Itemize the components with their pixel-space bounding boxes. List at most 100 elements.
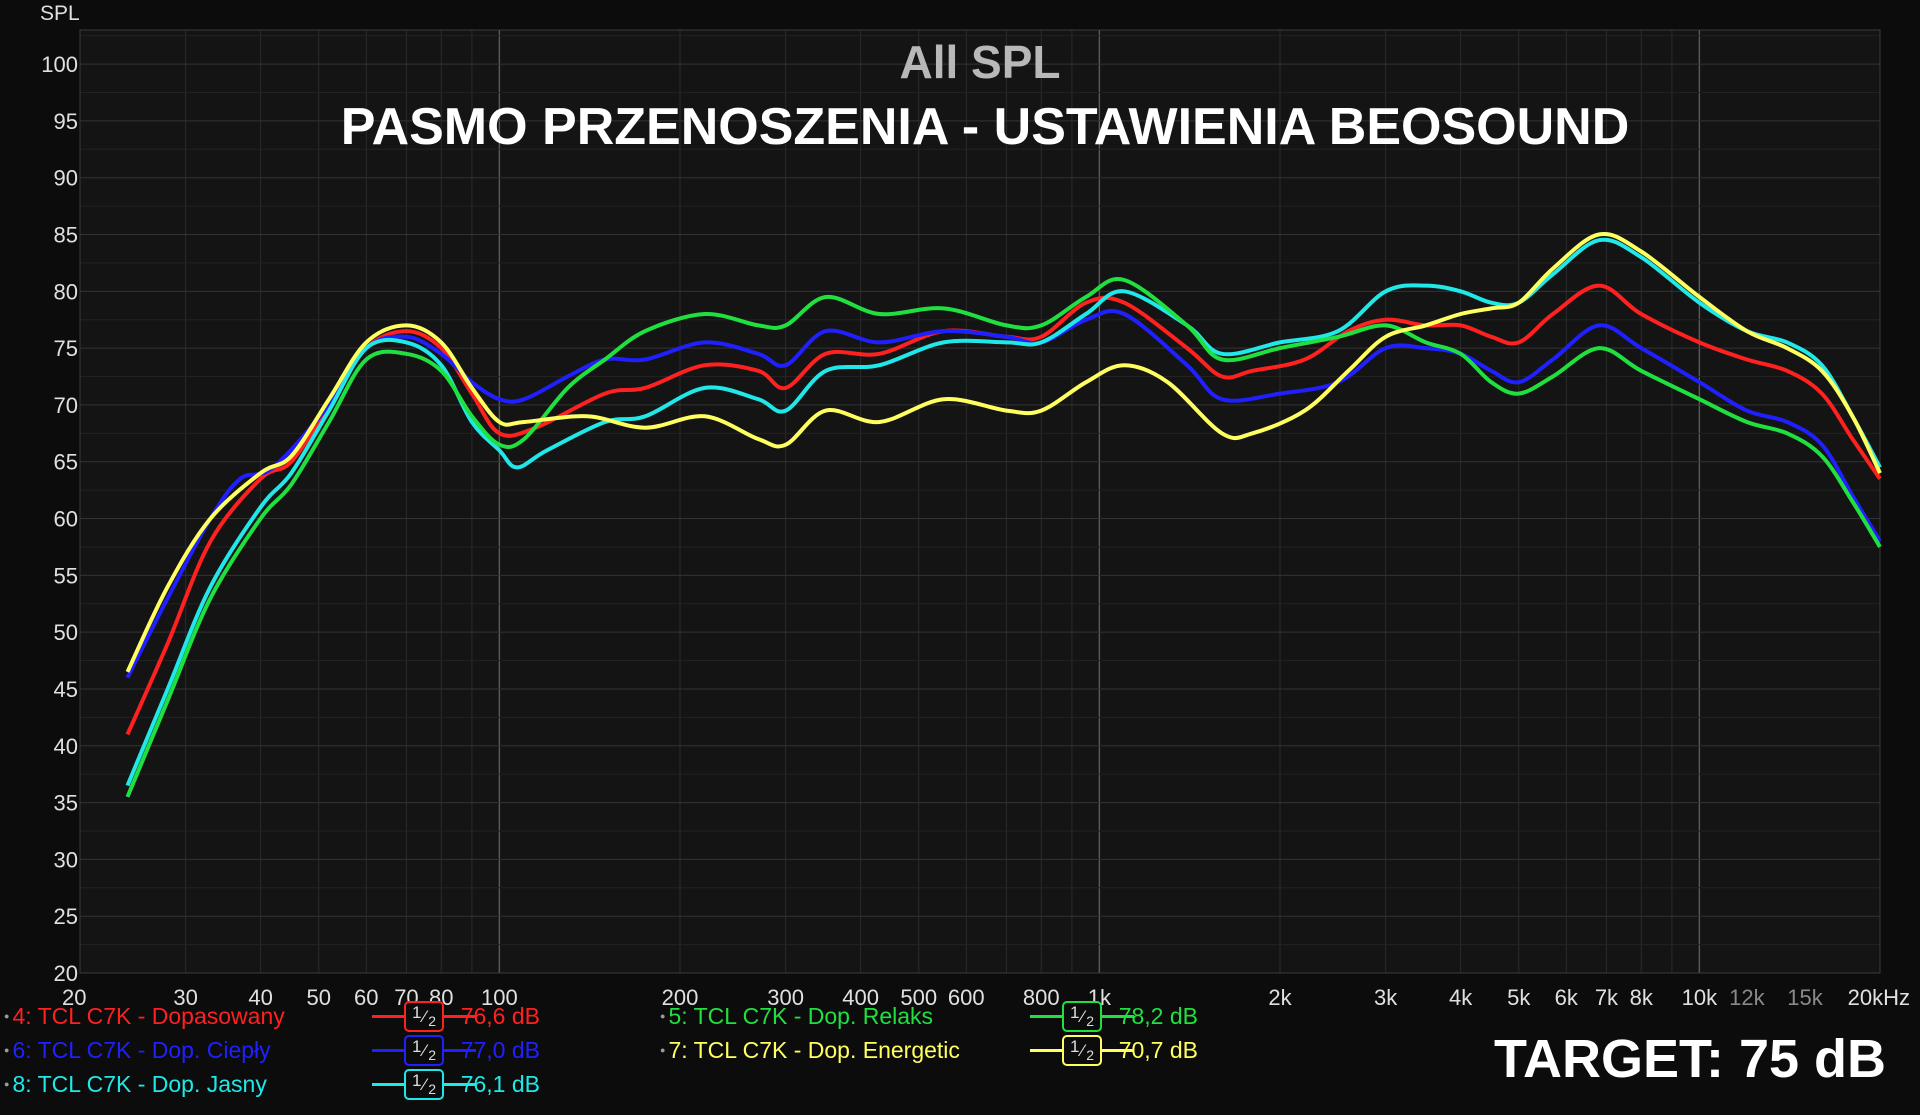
- x-tick-label: 30: [173, 985, 197, 1010]
- x-tick-label: 2k: [1268, 985, 1292, 1010]
- target-label: TARGET: 75 dB: [1493, 1029, 1886, 1089]
- legend-item[interactable]: ● 4: TCL C7K - Dopasowany: [4, 1001, 285, 1031]
- chart-title: All SPL: [899, 36, 1060, 88]
- legend-label: 4: TCL C7K - Dopasowany: [12, 1002, 285, 1029]
- x-tick-label: 10k: [1682, 985, 1718, 1010]
- y-axis-label: SPL: [40, 2, 80, 25]
- y-tick-label: 30: [54, 847, 78, 872]
- series-line-5: [125, 232, 1882, 673]
- y-tick-label: 35: [54, 791, 78, 816]
- series-line-4: [125, 277, 1882, 798]
- x-tick-label: 4k: [1449, 985, 1473, 1010]
- legend-value: 76,6 dB: [460, 1003, 540, 1029]
- legend-item[interactable]: ● 6: TCL C7K - Dop. Ciepły: [4, 1035, 271, 1065]
- plot-area: [80, 30, 1880, 973]
- x-tick-label: 400: [842, 985, 879, 1010]
- legend-value: 76,1 dB: [460, 1071, 540, 1097]
- smoothing-indicator[interactable]: 1 ⁄ 2: [1030, 1001, 1134, 1032]
- series-lines: [125, 232, 1882, 798]
- legend-bullet-icon: ●: [4, 1011, 10, 1021]
- y-tick-label: 95: [54, 109, 78, 134]
- x-tick-label: 200: [662, 985, 699, 1010]
- legend-item[interactable]: ● 5: TCL C7K - Dop. Relaks: [660, 1001, 933, 1031]
- smoothing-denominator: 2: [428, 1013, 437, 1029]
- slash-icon: ⁄: [1081, 1007, 1085, 1026]
- legend-value: 77,0 dB: [460, 1037, 540, 1063]
- x-tick-label: 5k: [1507, 985, 1531, 1010]
- chart-subtitle: PASMO PRZENOSZENIA - USTAWIENIA BEOSOUND: [341, 98, 1630, 156]
- x-tick-label: 3k: [1374, 985, 1398, 1010]
- y-tick-label: 50: [54, 620, 78, 645]
- smoothing-box: 1 ⁄ 2: [1062, 1035, 1102, 1066]
- smoothing-indicator[interactable]: 1 ⁄ 2: [372, 1001, 476, 1032]
- smoothing-numerator: 1: [411, 1037, 422, 1056]
- y-tick-label: 75: [54, 336, 78, 361]
- legend-label: 6: TCL C7K - Dop. Ciepły: [12, 1036, 271, 1063]
- y-axis-ticks: 20 25 30 35 40 45 50 55 60 65 70 75 80 85 90 95 100: [41, 52, 78, 986]
- y-tick-label: 90: [54, 166, 78, 191]
- legend-value: 78,2 dB: [1118, 1003, 1198, 1029]
- x-tick-label: 20kHz: [1848, 985, 1910, 1010]
- smoothing-denominator: 2: [1086, 1047, 1095, 1063]
- x-tick-label: 50: [307, 985, 331, 1010]
- smoothing-indicator[interactable]: 1 ⁄ 2: [372, 1035, 476, 1066]
- slash-icon: ⁄: [423, 1007, 427, 1026]
- y-tick-label: 20: [54, 961, 78, 986]
- legend-value: 70,7 dB: [1118, 1037, 1198, 1063]
- x-tick-label: 60: [354, 985, 378, 1010]
- legend-item[interactable]: ● 7: TCL C7K - Dop. Energetic: [660, 1035, 960, 1065]
- smoothing-box: 1 ⁄ 2: [404, 1035, 444, 1066]
- smoothing-denominator: 2: [428, 1047, 437, 1063]
- x-tick-label: 12k: [1729, 985, 1765, 1010]
- legend-label: 7: TCL C7K - Dop. Energetic: [668, 1036, 960, 1063]
- x-tick-label: 20: [62, 985, 86, 1010]
- x-axis-ticks: 20 30 40 50 60 70 80 100 200 300 400 500 600 800 1k 2k 3…: [62, 985, 1910, 1010]
- legend-label: 5: TCL C7K - Dop. Relaks: [668, 1002, 934, 1029]
- plot-border: [79, 29, 1881, 974]
- smoothing-box: 1 ⁄ 2: [404, 1001, 444, 1032]
- smoothing-indicator[interactable]: 1 ⁄ 2: [1030, 1035, 1134, 1066]
- x-tick-label: 40: [248, 985, 272, 1010]
- x-tick-label: 15k: [1787, 985, 1823, 1010]
- smoothing-numerator: 1: [1069, 1037, 1080, 1056]
- slash-icon: ⁄: [423, 1075, 427, 1094]
- smoothing-denominator: 2: [428, 1081, 437, 1097]
- x-tick-label: 600: [948, 985, 985, 1010]
- y-tick-label: 65: [54, 450, 78, 475]
- smoothing-numerator: 1: [1069, 1003, 1080, 1022]
- x-tick-label: 8k: [1630, 985, 1654, 1010]
- slash-icon: ⁄: [423, 1041, 427, 1060]
- x-tick-label: 7k: [1595, 985, 1619, 1010]
- series-line-1: [125, 283, 1882, 736]
- smoothing-numerator: 1: [411, 1003, 422, 1022]
- x-tick-label: 100: [481, 985, 518, 1010]
- y-tick-label: 60: [54, 507, 78, 532]
- smoothing-box: 1 ⁄ 2: [404, 1069, 444, 1100]
- y-tick-label: 45: [54, 677, 78, 702]
- legend-bullet-icon: ●: [4, 1079, 10, 1089]
- slash-icon: ⁄: [1081, 1041, 1085, 1060]
- grid: [79, 29, 1881, 974]
- y-tick-label: 25: [54, 904, 78, 929]
- legend-label: 8: TCL C7K - Dop. Jasny: [12, 1070, 267, 1097]
- smoothing-indicator[interactable]: 1 ⁄ 2: [372, 1069, 476, 1100]
- x-tick-label: 800: [1023, 985, 1060, 1010]
- legend-bullet-icon: ●: [4, 1045, 10, 1055]
- legend-bullet-icon: ●: [660, 1045, 666, 1055]
- smoothing-box: 1 ⁄ 2: [1062, 1001, 1102, 1032]
- series-line-3: [125, 237, 1882, 787]
- x-tick-label: 500: [900, 985, 937, 1010]
- y-tick-label: 55: [54, 563, 78, 588]
- y-tick-label: 40: [54, 734, 78, 759]
- y-tick-label: 70: [54, 393, 78, 418]
- x-tick-label: 6k: [1555, 985, 1579, 1010]
- legend-bullet-icon: ●: [660, 1011, 666, 1021]
- smoothing-numerator: 1: [411, 1071, 422, 1090]
- y-tick-label: 100: [41, 52, 78, 77]
- smoothing-denominator: 2: [1086, 1013, 1095, 1029]
- x-tick-label: 300: [767, 985, 804, 1010]
- legend-item[interactable]: ● 8: TCL C7K - Dop. Jasny: [4, 1069, 267, 1099]
- y-tick-label: 85: [54, 223, 78, 248]
- y-tick-label: 80: [54, 279, 78, 304]
